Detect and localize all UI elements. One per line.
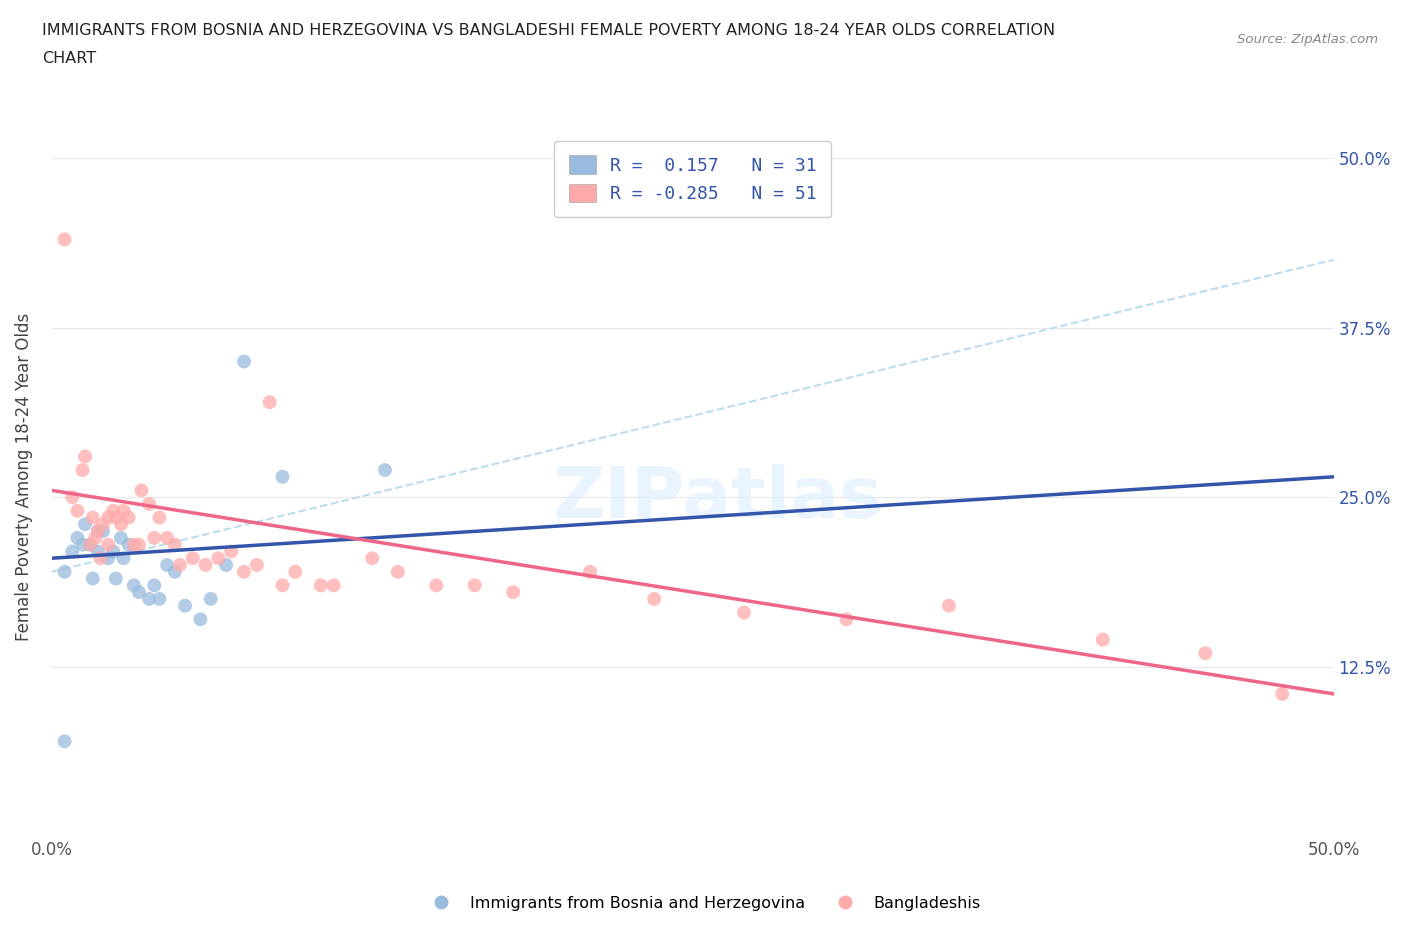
Point	[148, 510, 170, 525]
Legend: R =  0.157   N = 31, R = -0.285   N = 51: R = 0.157 N = 31, R = -0.285 N = 51	[554, 140, 831, 218]
Point	[84, 530, 107, 545]
Point	[233, 354, 256, 369]
Point	[464, 578, 486, 592]
Point	[502, 585, 524, 600]
Point	[82, 510, 104, 525]
Point	[87, 544, 110, 559]
Point	[148, 591, 170, 606]
Point	[53, 734, 76, 749]
Point	[1194, 645, 1216, 660]
Point	[112, 551, 135, 565]
Legend: Immigrants from Bosnia and Herzegovina, Bangladeshis: Immigrants from Bosnia and Herzegovina, …	[419, 890, 987, 917]
Point	[215, 558, 238, 573]
Point	[219, 544, 242, 559]
Point	[97, 538, 120, 552]
Text: Source: ZipAtlas.com: Source: ZipAtlas.com	[1237, 33, 1378, 46]
Point	[938, 598, 960, 613]
Point	[200, 591, 222, 606]
Text: IMMIGRANTS FROM BOSNIA AND HERZEGOVINA VS BANGLADESHI FEMALE POVERTY AMONG 18-24: IMMIGRANTS FROM BOSNIA AND HERZEGOVINA V…	[42, 23, 1056, 38]
Point	[163, 538, 186, 552]
Point	[143, 578, 166, 592]
Point	[72, 462, 94, 477]
Point	[425, 578, 447, 592]
Point	[66, 530, 89, 545]
Point	[110, 530, 132, 545]
Text: CHART: CHART	[42, 51, 96, 66]
Y-axis label: Female Poverty Among 18-24 Year Olds: Female Poverty Among 18-24 Year Olds	[15, 312, 32, 641]
Point	[82, 571, 104, 586]
Point	[75, 517, 97, 532]
Point	[174, 598, 197, 613]
Point	[138, 497, 160, 512]
Point	[72, 538, 94, 552]
Point	[207, 551, 229, 565]
Point	[89, 551, 111, 565]
Point	[122, 578, 145, 592]
Point	[361, 551, 384, 565]
Point	[97, 551, 120, 565]
Point	[284, 565, 307, 579]
Point	[53, 565, 76, 579]
Point	[374, 462, 396, 477]
Point	[91, 524, 114, 538]
Point	[190, 612, 212, 627]
Point	[66, 503, 89, 518]
Point	[103, 503, 125, 518]
Text: ZIPatlas: ZIPatlas	[553, 464, 883, 533]
Point	[835, 612, 858, 627]
Point	[60, 544, 83, 559]
Point	[60, 490, 83, 505]
Point	[103, 544, 125, 559]
Point	[128, 585, 150, 600]
Point	[1271, 686, 1294, 701]
Point	[122, 538, 145, 552]
Point	[112, 503, 135, 518]
Point	[110, 517, 132, 532]
Point	[138, 591, 160, 606]
Point	[128, 538, 150, 552]
Point	[233, 565, 256, 579]
Point	[104, 571, 127, 586]
Point	[118, 510, 141, 525]
Point	[79, 538, 101, 552]
Point	[579, 565, 602, 579]
Point	[271, 578, 294, 592]
Point	[91, 517, 114, 532]
Point	[322, 578, 344, 592]
Point	[131, 483, 153, 498]
Point	[97, 510, 120, 525]
Point	[194, 558, 217, 573]
Point	[75, 449, 97, 464]
Point	[87, 524, 110, 538]
Point	[309, 578, 332, 592]
Point	[53, 232, 76, 246]
Point	[143, 530, 166, 545]
Point	[156, 558, 179, 573]
Point	[1091, 632, 1114, 647]
Point	[156, 530, 179, 545]
Point	[259, 394, 281, 409]
Point	[118, 538, 141, 552]
Point	[169, 558, 191, 573]
Point	[387, 565, 409, 579]
Point	[733, 605, 755, 620]
Point	[79, 538, 101, 552]
Point	[643, 591, 665, 606]
Point	[163, 565, 186, 579]
Point	[271, 470, 294, 485]
Point	[246, 558, 269, 573]
Point	[181, 551, 204, 565]
Point	[87, 524, 110, 538]
Point	[104, 510, 127, 525]
